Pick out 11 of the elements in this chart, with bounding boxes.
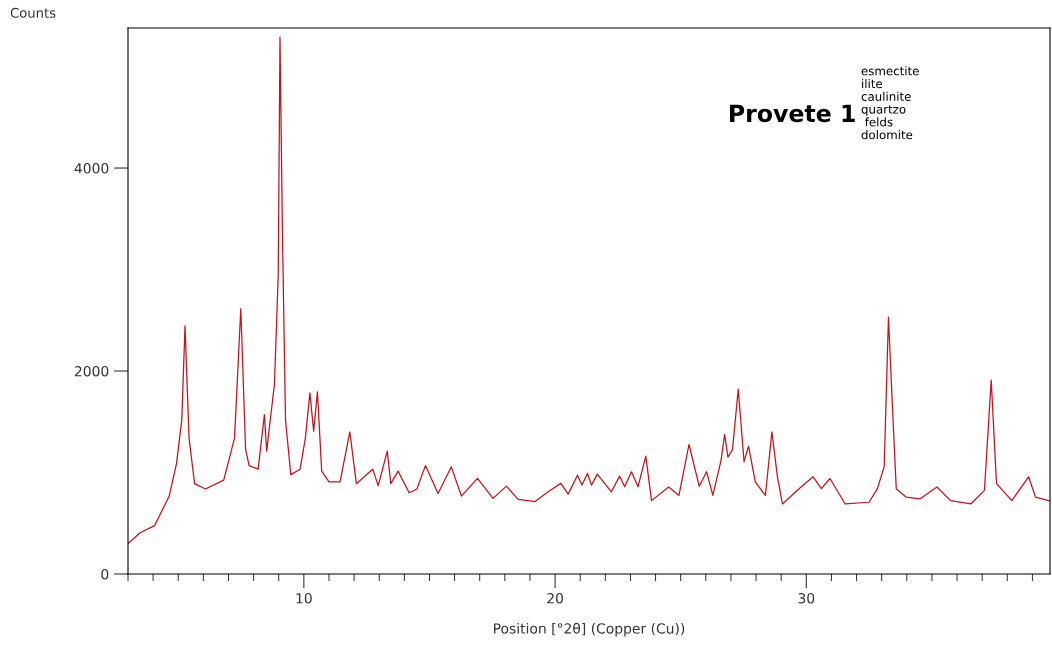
y-axis-title: Counts bbox=[10, 7, 56, 18]
x-tick-label: 30 bbox=[798, 593, 815, 604]
annotation: Provete 1 bbox=[730, 104, 855, 123]
y-tick-label: 2000 bbox=[74, 365, 109, 377]
y-tick-label: 0 bbox=[101, 568, 109, 580]
line-series bbox=[128, 36, 1050, 545]
x-tick-label: 10 bbox=[296, 593, 312, 604]
x-tick-label: 20 bbox=[547, 593, 563, 604]
y-tick-label: 4000 bbox=[74, 163, 109, 174]
annotation: esmectite ilite caulinite quartzo felds dolomite bbox=[861, 66, 919, 140]
x-axis-title: Position [°2θ] (Copper (Cu)) bbox=[494, 622, 685, 637]
